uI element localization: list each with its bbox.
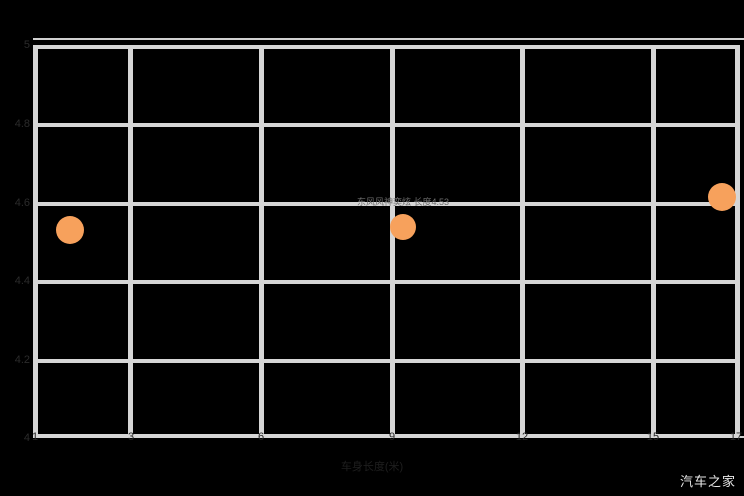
data-point[interactable] (390, 214, 416, 240)
x-tick-label: 15 (646, 431, 660, 443)
gridline-vertical (33, 45, 38, 438)
gridline-horizontal (33, 45, 740, 49)
data-point-label: 东风风神奕炫 长度4.53 (356, 197, 450, 207)
gridline-vertical (259, 45, 264, 438)
x-tick-label: 1 (31, 431, 39, 443)
x-axis-title: 车身长度(米) (340, 461, 404, 473)
gridline-horizontal (33, 359, 740, 363)
gridline-vertical (735, 45, 740, 438)
gridline-horizontal (33, 280, 740, 284)
y-tick-label: 5 (23, 39, 30, 51)
x-tick-label: 9 (388, 431, 396, 443)
x-tick-label: 17 (729, 431, 743, 443)
data-point[interactable] (708, 183, 736, 211)
watermark-autohome: 汽车之家 (679, 474, 736, 489)
plot-area: 东风风神奕炫 长度4.53 (33, 45, 740, 438)
y-tick-label: 4.4 (14, 275, 30, 287)
data-point[interactable] (56, 216, 84, 244)
gridline-horizontal (33, 202, 740, 206)
plot-top-border (33, 38, 744, 40)
gridline-horizontal (33, 434, 740, 438)
x-tick-label: 6 (257, 431, 265, 443)
y-axis-tick-labels: 5 4.8 4.6 4.4 4.2 4 (0, 0, 30, 496)
x-tick-label: 12 (515, 431, 529, 443)
y-tick-label: 4 (23, 432, 30, 444)
gridline-vertical (520, 45, 525, 438)
gridline-vertical (651, 45, 656, 438)
gridline-vertical (128, 45, 133, 438)
y-tick-label: 4.6 (14, 197, 30, 209)
y-tick-label: 4.8 (14, 118, 30, 130)
gridline-vertical (390, 45, 395, 438)
y-tick-label: 4.2 (14, 354, 30, 366)
gridline-horizontal (33, 123, 740, 127)
x-tick-label: 3 (127, 431, 135, 443)
